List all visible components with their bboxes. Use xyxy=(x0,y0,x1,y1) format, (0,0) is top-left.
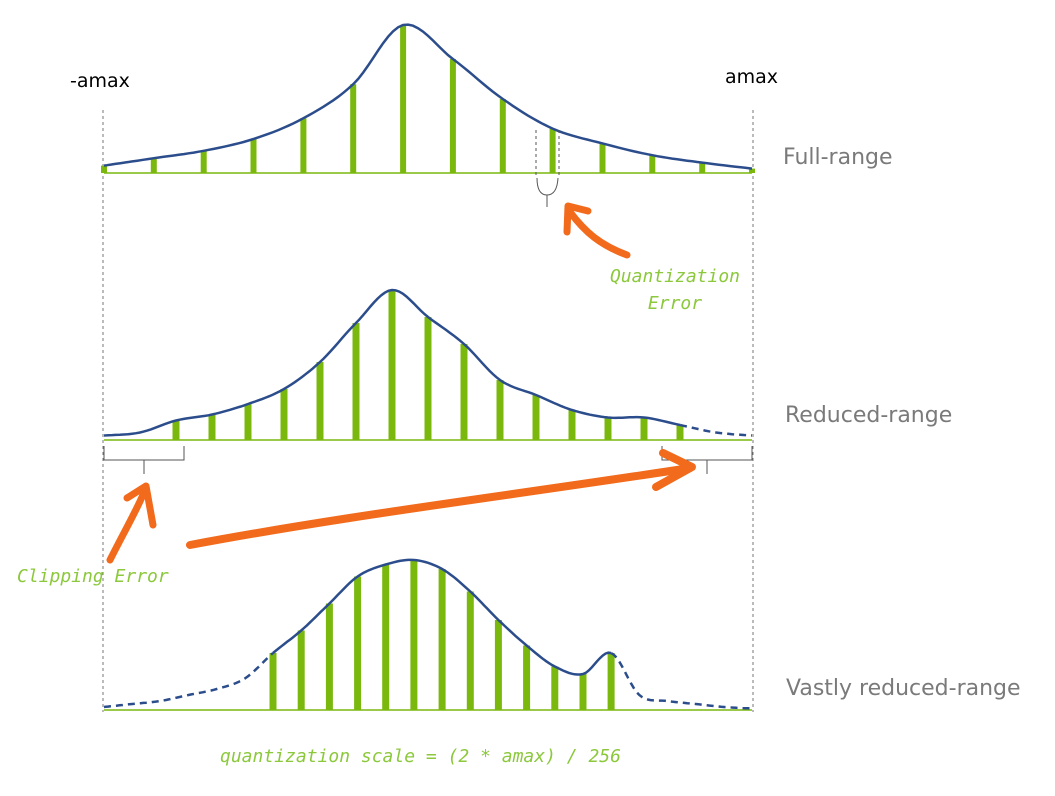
histogram-bar xyxy=(699,162,706,173)
distribution-curve xyxy=(103,288,681,437)
quantization-error-arrow xyxy=(563,202,631,259)
clipping-error-arrow-left xyxy=(106,482,157,564)
right-amax-label: amax xyxy=(725,66,779,88)
histogram-bar xyxy=(352,323,360,440)
histogram-bar xyxy=(460,344,468,440)
panel-1 xyxy=(103,288,753,441)
quantization-error-label: Quantization Error xyxy=(595,266,755,314)
histogram-bar xyxy=(244,404,252,440)
quantization-error-line-2: Error xyxy=(647,293,703,314)
clipping-error-label: Clipping Error xyxy=(17,566,169,587)
histogram-bar xyxy=(172,420,180,440)
histogram-bar xyxy=(466,591,474,710)
histogram-bar xyxy=(568,410,576,440)
histogram-bar xyxy=(449,59,456,173)
histogram-bar xyxy=(499,99,506,173)
reduced-range-label: Reduced-range xyxy=(785,403,953,428)
panel-0 xyxy=(101,23,755,174)
histogram-bar xyxy=(604,417,612,440)
histogram-bar xyxy=(300,118,307,173)
curve-tail-right xyxy=(610,651,753,710)
distribution-curve xyxy=(103,23,753,170)
histogram-bar xyxy=(438,569,446,710)
histogram-bar xyxy=(551,666,559,710)
distribution-curve xyxy=(272,558,612,676)
histogram-bar xyxy=(599,143,606,173)
histogram-bar xyxy=(101,165,107,173)
histogram-bar xyxy=(325,603,333,710)
histogram-bar xyxy=(649,155,656,173)
histogram-bar xyxy=(354,576,362,710)
histogram-bar xyxy=(250,139,257,173)
histogram-bar xyxy=(410,560,418,710)
histogram-bar xyxy=(676,425,684,440)
histogram-bar xyxy=(640,417,648,440)
histogram-bar xyxy=(382,564,390,710)
histogram-bar xyxy=(607,653,615,710)
clipping-error-bracket-left xyxy=(103,446,185,474)
histogram-bar xyxy=(749,168,755,173)
histogram-bar xyxy=(532,395,540,440)
histogram-bar xyxy=(496,380,504,440)
histogram-bar xyxy=(280,389,288,440)
panel-2 xyxy=(103,558,753,711)
formula-label: quantization scale = (2 * amax) / 256 xyxy=(220,746,621,767)
histogram-bar xyxy=(350,84,357,173)
curve-tail-left xyxy=(103,652,274,709)
histogram-bar xyxy=(549,128,556,173)
clipping-error-arrow-right xyxy=(186,449,696,549)
panels-layer xyxy=(101,23,755,711)
curve-tail-right xyxy=(679,423,753,437)
left-amax-label: -amax xyxy=(70,70,130,92)
histogram-bar xyxy=(200,150,207,173)
quantization-error-bracket xyxy=(535,130,560,207)
histogram-bar xyxy=(316,362,324,440)
histogram-bar xyxy=(523,645,531,710)
histogram-bar xyxy=(424,317,432,440)
quantization-error-line-1: Quantization xyxy=(609,266,741,287)
histogram-bar xyxy=(494,620,502,710)
histogram-bar xyxy=(388,290,396,440)
histogram-bar xyxy=(269,653,277,710)
full-range-label: Full-range xyxy=(783,145,893,170)
histogram-bar xyxy=(297,630,305,710)
histogram-bar xyxy=(208,414,216,440)
histogram-bar xyxy=(579,674,587,710)
vastly-reduced-range-label: Vastly reduced-range xyxy=(786,676,1021,701)
histogram-bar xyxy=(150,158,157,173)
histogram-bar xyxy=(400,25,407,173)
